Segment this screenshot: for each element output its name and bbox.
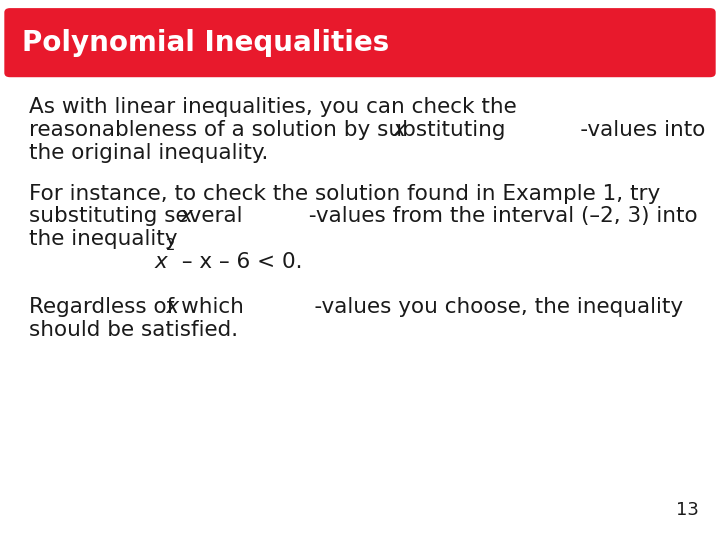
FancyBboxPatch shape xyxy=(4,8,716,77)
Text: should be satisfied.: should be satisfied. xyxy=(29,320,238,340)
Text: – x – 6 < 0.: – x – 6 < 0. xyxy=(175,252,302,272)
Text: x: x xyxy=(155,252,168,272)
Text: the original inequality.: the original inequality. xyxy=(29,143,268,163)
Text: 13: 13 xyxy=(675,502,698,519)
Text: Polynomial Inequalities: Polynomial Inequalities xyxy=(22,29,389,57)
Text: As with linear inequalities, you can check the: As with linear inequalities, you can che… xyxy=(29,97,516,117)
Text: 2: 2 xyxy=(166,238,176,253)
Text: Regardless of which                -values you choose, the inequality: Regardless of which -values you choose, … xyxy=(29,297,683,317)
Text: x: x xyxy=(29,120,406,140)
Text: For instance, to check the solution found in Example 1, try: For instance, to check the solution foun… xyxy=(29,184,660,204)
Text: the inequality: the inequality xyxy=(29,229,177,249)
Text: reasonableness of a solution by substituting                 -values into: reasonableness of a solution by substitu… xyxy=(29,120,705,140)
Text: substituting several               -values from the interval (–2, 3) into: substituting several -values from the in… xyxy=(29,206,698,226)
Text: x: x xyxy=(29,297,179,317)
Text: x: x xyxy=(29,206,193,226)
